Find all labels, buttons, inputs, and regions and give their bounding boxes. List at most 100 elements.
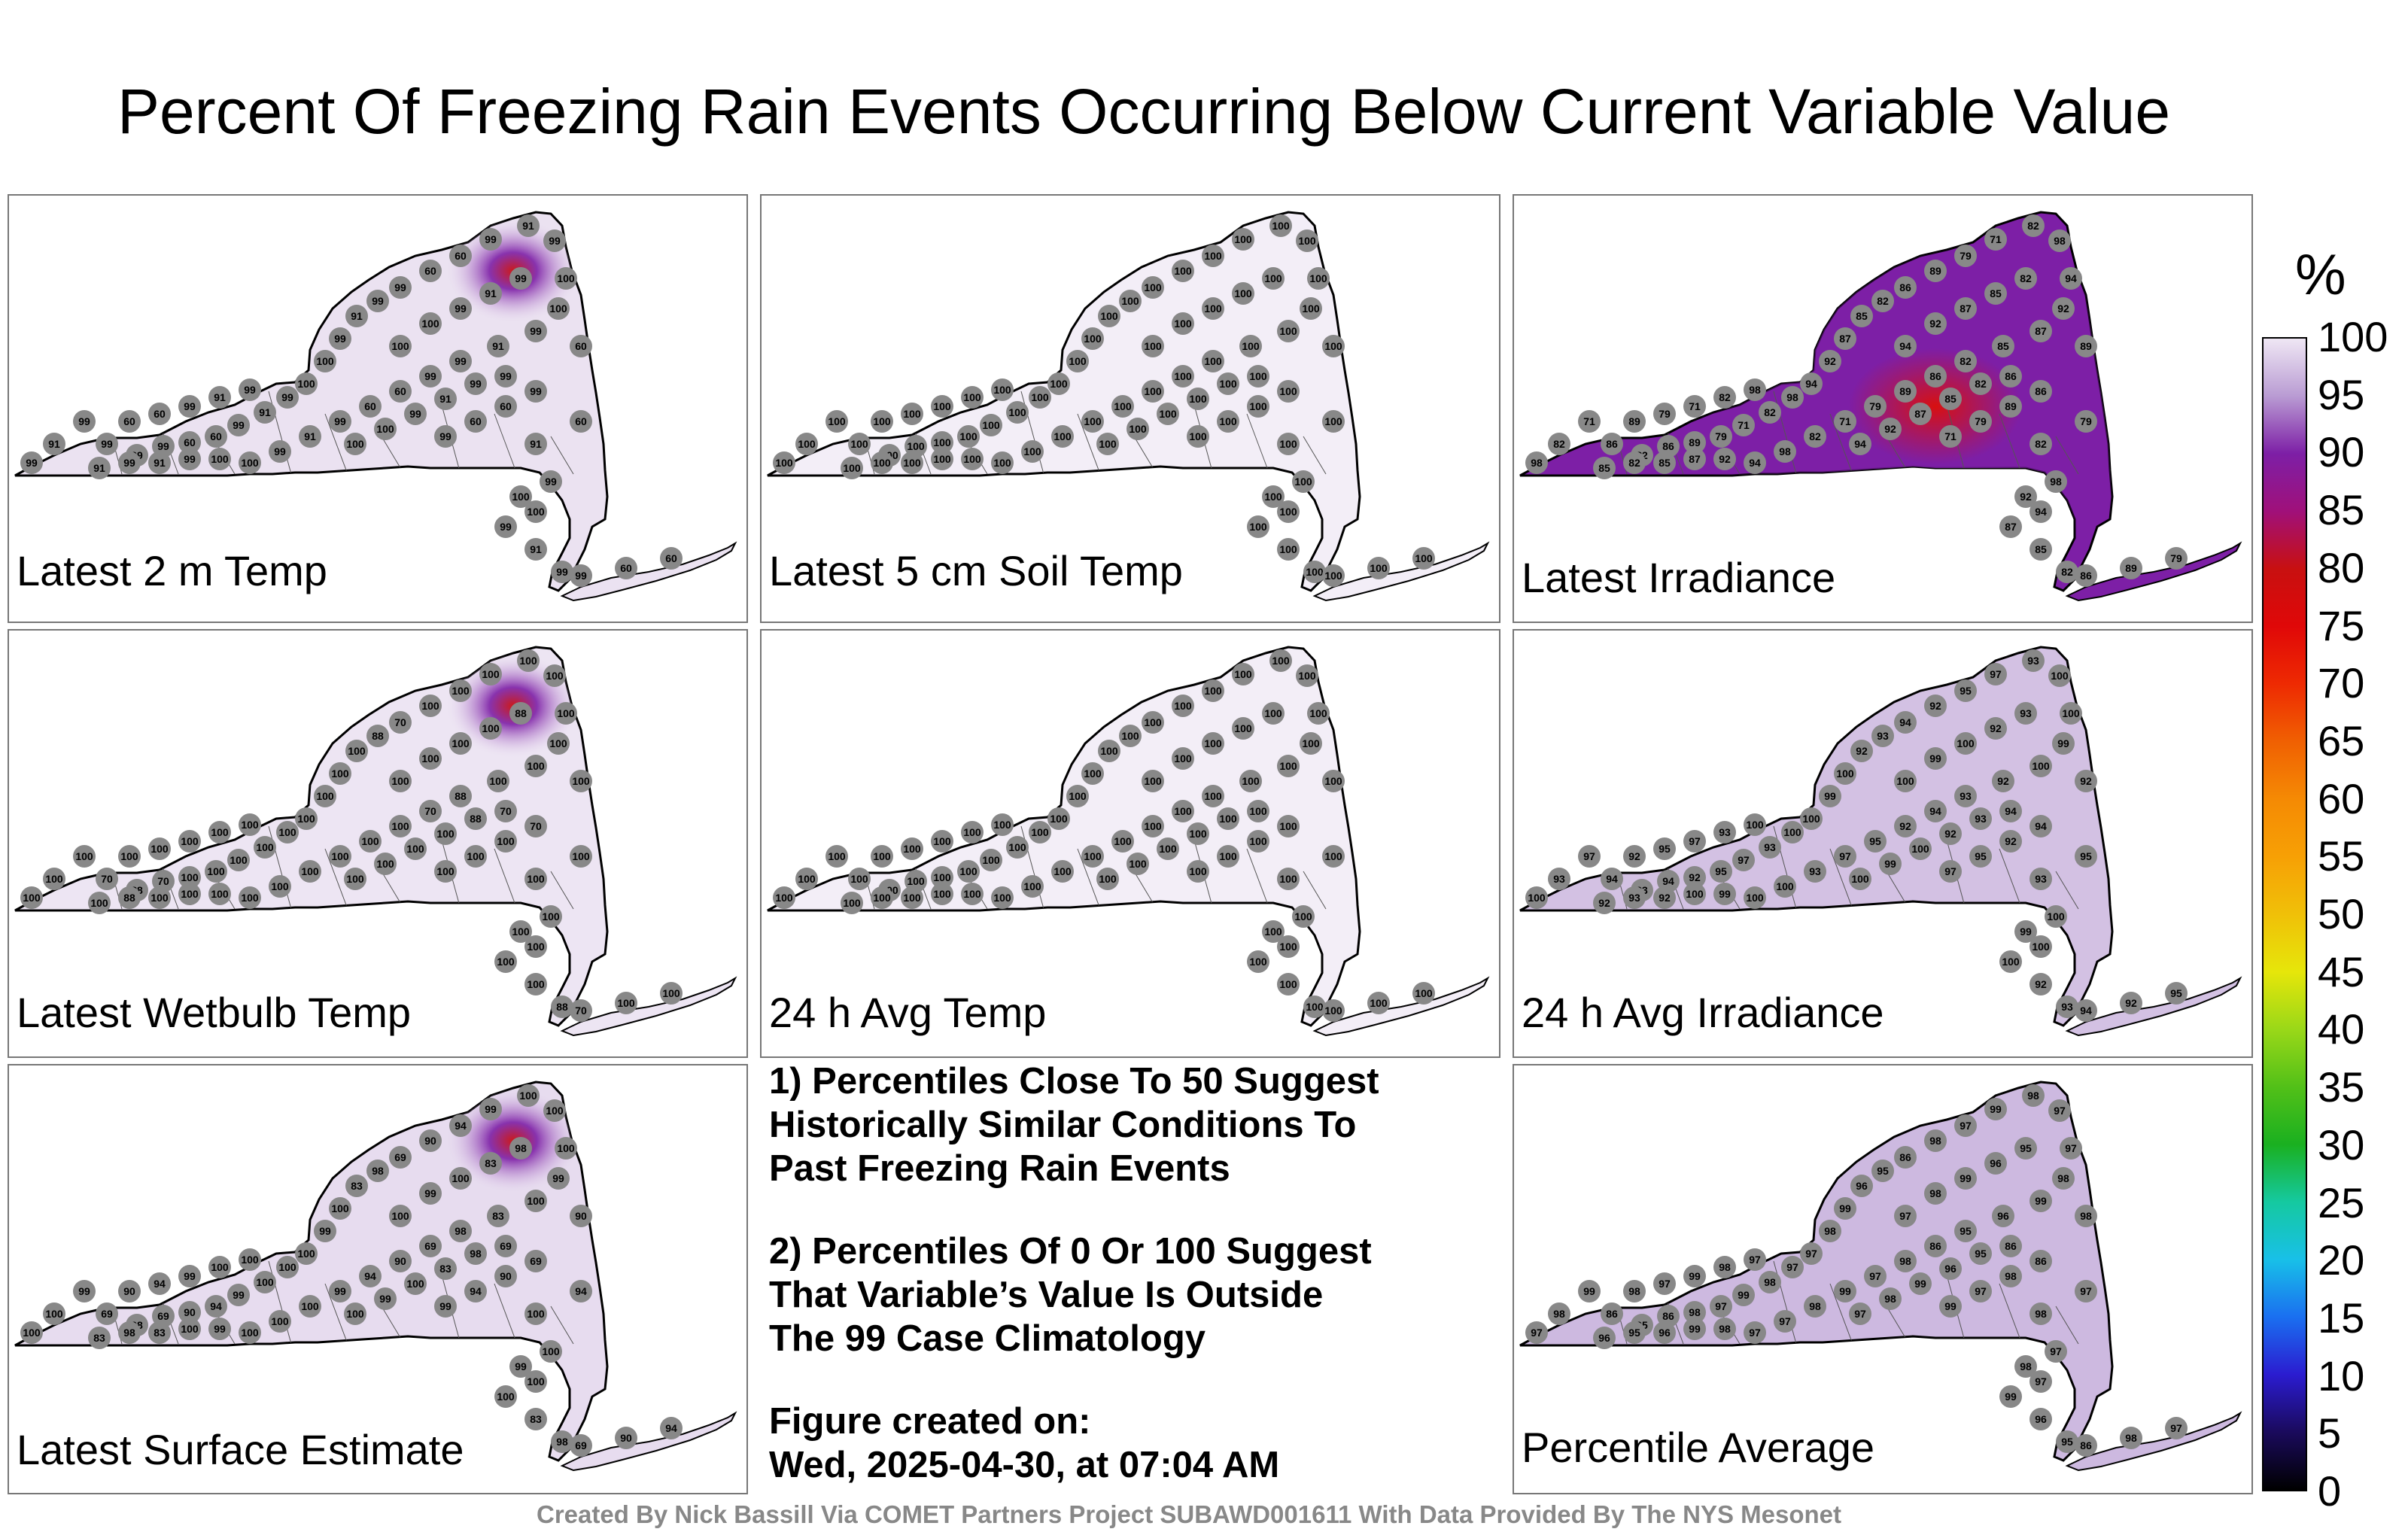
station-value: 92: [1944, 828, 1956, 840]
station-marker: 93: [1804, 860, 1826, 883]
station-value: 100: [421, 318, 439, 330]
station-marker: 99: [1954, 1167, 1977, 1190]
station-value: 97: [1749, 1327, 1761, 1339]
station-value: 100: [467, 850, 485, 862]
station-marker: 100: [1247, 800, 1269, 822]
station-marker: 100: [205, 860, 227, 883]
station-marker: 99: [374, 1287, 397, 1310]
station-marker: 85: [1653, 451, 1676, 474]
station-value: 98: [1779, 445, 1791, 457]
state-map: 9695869897999897979899969586989799989797…: [1519, 1081, 2242, 1472]
station-marker: 100: [1954, 732, 1977, 755]
station-value: 100: [1264, 272, 1282, 284]
station-marker: 98: [1924, 1129, 1947, 1152]
station-value: 99: [2005, 1391, 2017, 1403]
station-value: 100: [557, 1142, 575, 1154]
station-value: 100: [1294, 910, 1312, 923]
station-value: 100: [1114, 835, 1132, 847]
station-marker: 99: [419, 1182, 442, 1205]
station-marker: 99: [1713, 883, 1736, 905]
station-value: 79: [1659, 408, 1671, 420]
station-marker: 86: [2029, 1250, 2052, 1272]
station-value: 100: [512, 491, 530, 503]
station-marker: 85: [1593, 457, 1616, 479]
station-marker: 93: [1548, 868, 1570, 890]
station-marker: 100: [1322, 564, 1345, 587]
colorbar-tick: 10: [2318, 1351, 2365, 1400]
station-marker: 79: [1864, 395, 1887, 418]
station-value: 100: [542, 910, 560, 923]
station-value: 99: [439, 1300, 451, 1312]
station-marker: 100: [2060, 702, 2082, 725]
station-value: 97: [1869, 1270, 1881, 1282]
station-marker: 100: [254, 836, 276, 859]
station-marker: 100: [543, 1099, 566, 1122]
station-value: 92: [1824, 355, 1836, 367]
station-value: 98: [2020, 1360, 2032, 1372]
station-marker: 100: [1047, 807, 1070, 830]
station-marker: 100: [991, 886, 1014, 909]
station-marker: 98: [366, 1160, 389, 1182]
station-value: 88: [455, 790, 467, 802]
station-value: 100: [297, 378, 315, 390]
colorbar-tick: 30: [2318, 1120, 2365, 1169]
station-value: 93: [2061, 1001, 2073, 1013]
station-value: 100: [1272, 220, 1290, 232]
station-marker: 97: [1969, 1280, 1992, 1302]
station-value: 100: [1189, 393, 1207, 405]
station-marker: 98: [1879, 1287, 1902, 1310]
station-marker: 100: [1303, 995, 1326, 1018]
station-value: 94: [455, 1120, 467, 1132]
station-marker: 100: [901, 403, 923, 425]
station-value: 91: [485, 287, 497, 299]
station-marker: 91: [208, 386, 231, 409]
station-marker: 100: [615, 992, 637, 1014]
station-value: 100: [45, 873, 63, 885]
station-value: 96: [1944, 1263, 1956, 1275]
station-marker: 100: [494, 1385, 517, 1408]
station-marker: 99: [389, 276, 412, 299]
station-value: 100: [843, 462, 861, 474]
station-value: 100: [1084, 850, 1102, 862]
station-marker: 95: [1871, 1160, 1894, 1182]
station-value: 100: [527, 978, 545, 990]
station-value: 93: [2020, 707, 2032, 719]
station-marker: 100: [901, 451, 923, 474]
station-value: 100: [1234, 287, 1252, 299]
station-value: 82: [1877, 295, 1889, 307]
station-marker: 91: [479, 282, 502, 305]
station-marker: 99: [329, 327, 351, 350]
station-marker: 87: [1909, 403, 1932, 425]
station-marker: 90: [570, 1205, 592, 1227]
station-marker: 100: [1744, 886, 1766, 909]
station-marker: 100: [1126, 418, 1149, 440]
station-marker: 95: [1969, 845, 1992, 868]
station-value: 100: [963, 888, 981, 900]
station-value: 100: [1050, 378, 1068, 390]
station-marker: 100: [931, 883, 953, 905]
station-marker: 100: [299, 860, 321, 883]
station-marker: 97: [2048, 1099, 2071, 1122]
station-marker: 70: [389, 711, 412, 734]
station-marker: 99: [404, 403, 427, 425]
station-marker: 69: [524, 1250, 547, 1272]
station-marker: 100: [1367, 557, 1390, 579]
station-value: 99: [372, 295, 384, 307]
map-panel: 1008870100100100100100100100100100887010…: [8, 629, 748, 1058]
station-value: 83: [154, 1327, 166, 1339]
station-value: 96: [1856, 1180, 1868, 1192]
station-marker: 92: [1819, 350, 1841, 372]
station-value: 90: [394, 1255, 406, 1267]
station-value: 86: [2005, 370, 2017, 382]
station-marker: 100: [509, 485, 532, 508]
station-marker: 100: [524, 755, 547, 777]
station-marker: 94: [1800, 372, 1823, 395]
station-value: 100: [1249, 805, 1267, 817]
station-value: 99: [123, 457, 135, 469]
station-value: 99: [2020, 926, 2032, 938]
station-value: 95: [1715, 865, 1727, 877]
station-value: 92: [1929, 318, 1941, 330]
station-marker: 83: [479, 1152, 502, 1175]
station-marker: 100: [295, 807, 318, 830]
station-value: 99: [409, 408, 421, 420]
